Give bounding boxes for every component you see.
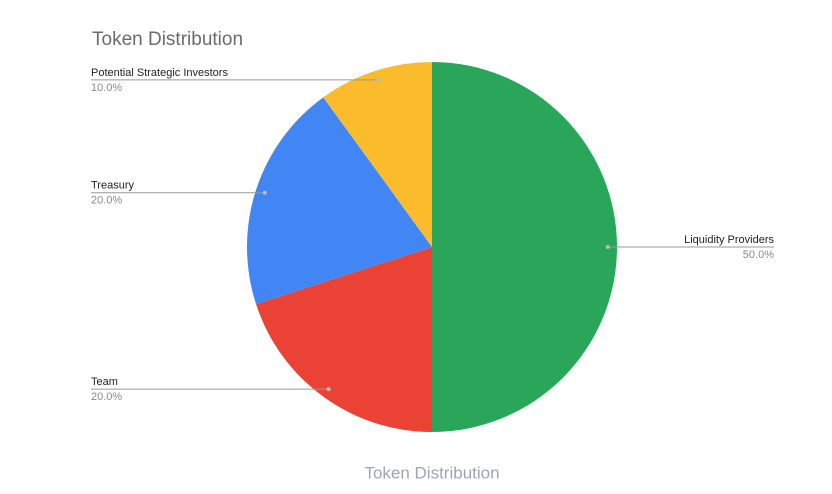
- slice-label: Potential Strategic Investors: [91, 67, 228, 79]
- leader-dot: [326, 387, 331, 392]
- pie-slice: [323, 61, 432, 247]
- slice-value-label: 20.0%: [91, 391, 122, 403]
- slice-value-label: 20.0%: [91, 195, 122, 207]
- chart-title: Token Distribution: [92, 29, 243, 50]
- leader-dot: [262, 190, 267, 195]
- axis-label: Token Distribution: [364, 463, 499, 482]
- slice-value-label: 50.0%: [743, 249, 774, 261]
- leader-dot: [375, 77, 380, 82]
- slice-label: Treasury: [91, 180, 134, 192]
- pie-slice: [256, 247, 432, 432]
- pie-slice: [432, 62, 617, 432]
- leader-dot: [605, 245, 610, 249]
- slice-label: Team: [91, 376, 118, 388]
- slice-value-label: 10.0%: [91, 82, 122, 94]
- pie-slice: [246, 97, 432, 305]
- slice-label: Liquidity Providers: [684, 234, 774, 246]
